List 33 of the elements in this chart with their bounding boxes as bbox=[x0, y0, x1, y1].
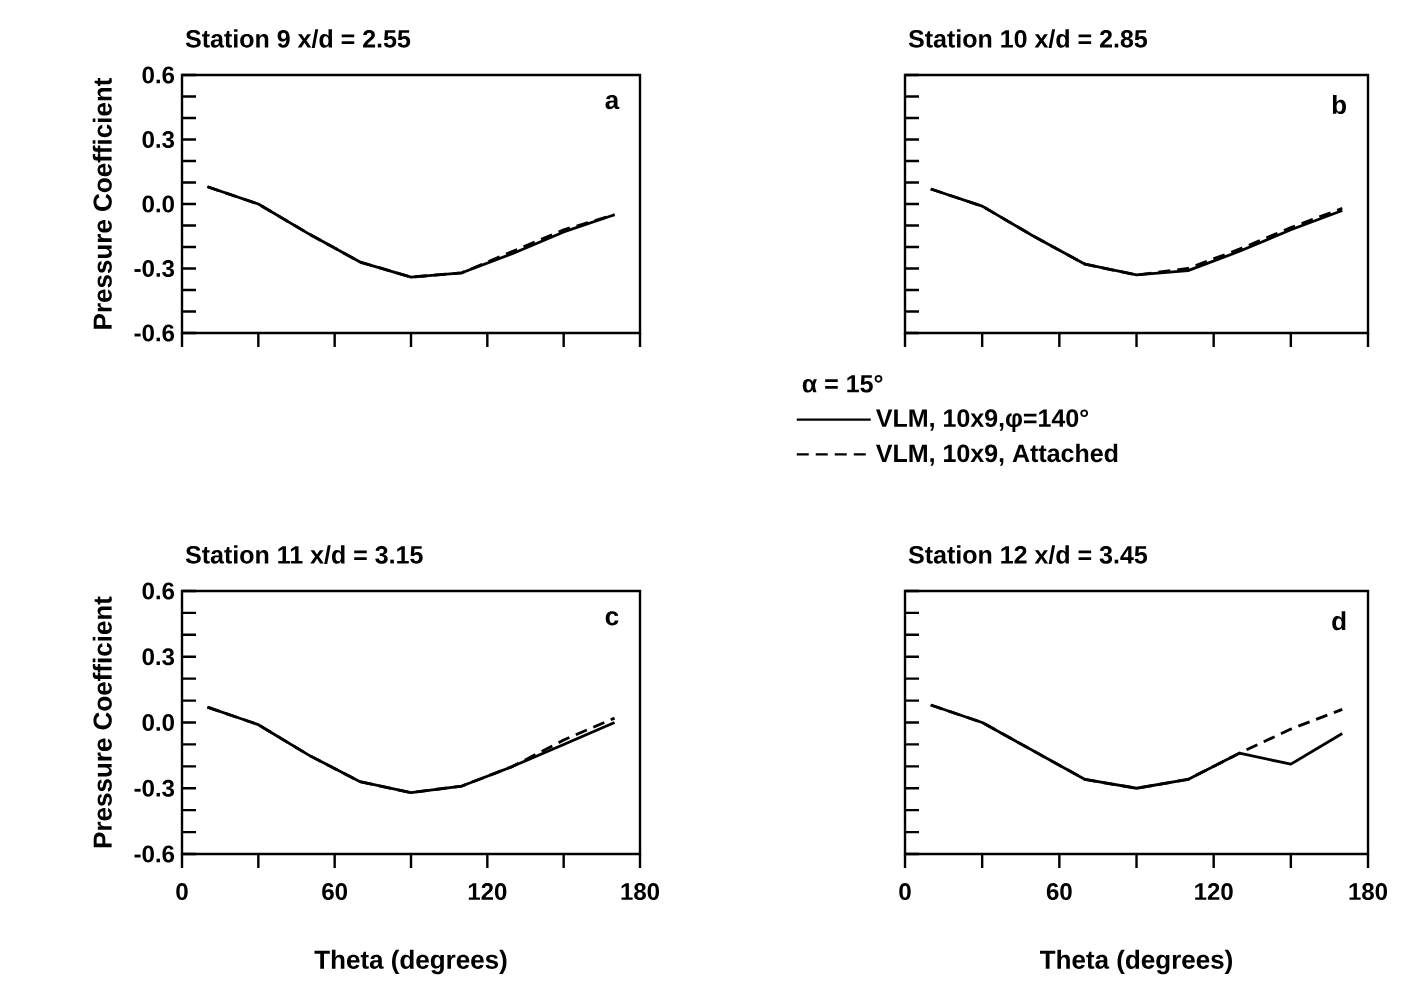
y-tick-label: 0.3 bbox=[142, 648, 175, 666]
x-tick-label: 180 bbox=[1349, 883, 1388, 901]
chart-title: Station 12 x/d = 3.45 bbox=[908, 545, 1148, 564]
x-tick-label: 120 bbox=[1195, 883, 1233, 901]
y-tick-label: 0.0 bbox=[142, 195, 174, 213]
x-tick-label: 180 bbox=[621, 883, 660, 901]
x-tick-label: 60 bbox=[1046, 883, 1072, 901]
y-tick-label: -0.3 bbox=[134, 779, 175, 797]
x-tick-label: 0 bbox=[176, 883, 188, 901]
chart-title: Station 9 x/d = 2.55 bbox=[185, 29, 411, 48]
y-tick-label: 0.6 bbox=[142, 582, 175, 600]
legend-title: α = 15° bbox=[802, 374, 883, 393]
chart-title: Station 10 x/d = 2.85 bbox=[908, 29, 1148, 48]
y-axis-title: Pressure Coefficient bbox=[92, 77, 112, 329]
x-tick-label: 0 bbox=[899, 883, 911, 901]
y-tick-label: 0.3 bbox=[142, 130, 175, 149]
annotation: a bbox=[605, 94, 620, 110]
x-axis-title: Theta (degrees) bbox=[314, 949, 507, 975]
chart-title: Station 11 x/d = 3.15 bbox=[185, 545, 423, 564]
y-tick-label: -0.3 bbox=[134, 259, 175, 278]
legend-label: VLM, 10x9,φ=140° bbox=[875, 409, 1089, 432]
x-axis-title: Theta (degrees) bbox=[1039, 949, 1232, 975]
legend-label: VLM, 10x9, Attached bbox=[875, 443, 1118, 466]
annotation: b bbox=[1332, 94, 1346, 115]
y-tick-label: -0.6 bbox=[134, 845, 175, 863]
annotation: d bbox=[1332, 611, 1346, 631]
x-tick-label: 60 bbox=[322, 883, 348, 901]
y-axis-title: Pressure Coefficient bbox=[92, 596, 112, 848]
y-tick-label: 0.6 bbox=[142, 66, 175, 84]
annotation: c bbox=[605, 611, 619, 626]
x-tick-label: 120 bbox=[468, 883, 507, 901]
y-tick-label: -0.6 bbox=[134, 324, 175, 342]
y-tick-label: 0.0 bbox=[142, 714, 174, 731]
